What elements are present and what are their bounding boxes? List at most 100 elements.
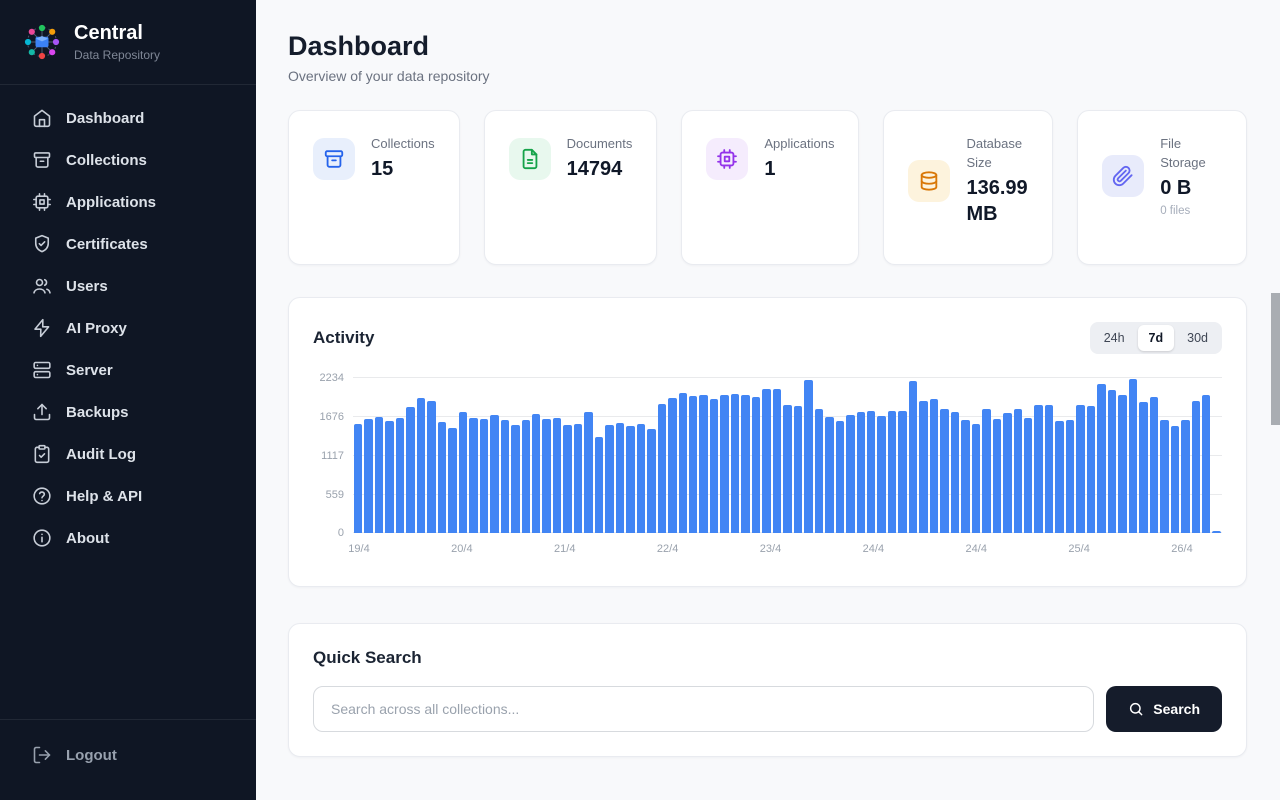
brand: Central Data Repository: [0, 0, 256, 85]
sidebar-item-backups[interactable]: Backups: [0, 391, 256, 433]
sidebar-item-label: Dashboard: [66, 109, 145, 127]
info-icon: [32, 528, 52, 548]
help-circle-icon: [32, 486, 52, 506]
x-tick: 23/4: [759, 543, 782, 556]
activity-bar: [1160, 420, 1169, 534]
x-axis: 19/4 20/4 21/4 22/4 23/4 24/4 24/4 25/4 26/4: [348, 543, 1192, 558]
activity-bar: [437, 422, 447, 534]
server-icon: [32, 360, 52, 380]
activity-bar: [563, 425, 572, 534]
sidebar-item-help-api[interactable]: Help & API: [0, 475, 256, 517]
sidebar-item-dashboard[interactable]: Dashboard: [0, 97, 256, 139]
activity-bar: [511, 424, 520, 534]
x-tick: 20/4: [451, 543, 473, 556]
page-title: Dashboard: [288, 31, 430, 61]
sidebar: Central Data Repository Dashboard Collect…: [0, 0, 256, 800]
activity-bar: [1097, 384, 1106, 534]
cpu-icon: [706, 137, 749, 180]
scrollbar-thumb[interactable]: [1271, 293, 1280, 425]
search-button-label: Search: [1153, 701, 1200, 718]
users-icon: [32, 276, 52, 296]
activity-bar: [783, 404, 792, 534]
sidebar-nav: Dashboard Collections Applications Certific…: [0, 85, 256, 719]
activity-bar: [1191, 401, 1200, 534]
stat-sub: 0 files: [1160, 205, 1191, 218]
activity-bar: [908, 380, 918, 534]
activity-bar: [385, 420, 394, 534]
page-subtitle: Overview of your data repository: [288, 68, 490, 85]
sidebar-item-audit-log[interactable]: Audit Log: [0, 433, 256, 475]
activity-bar: [919, 400, 928, 534]
activity-title: Activity: [313, 328, 375, 348]
stat-card-file-storage: File Storage 0 B 0 files: [1077, 110, 1247, 266]
sidebar-item-label: Help & API: [66, 487, 143, 505]
activity-bar: [605, 425, 614, 534]
x-tick: 24/4: [862, 543, 885, 556]
activity-bar: [950, 411, 960, 534]
activity-bar: [877, 416, 886, 534]
activity-bar: [1076, 405, 1085, 534]
activity-bar: [542, 418, 551, 534]
activity-bar: [1086, 406, 1096, 534]
stat-value: 0 B: [1160, 177, 1192, 200]
sidebar-item-certificates[interactable]: Certificates: [0, 223, 256, 265]
activity-bar: [668, 398, 677, 534]
activity-bar: [720, 394, 729, 534]
sidebar-item-users[interactable]: Users: [0, 265, 256, 307]
bar-series: [353, 378, 1222, 534]
stat-label: Database Size: [966, 136, 1023, 171]
stat-label: File Storage: [1160, 136, 1206, 171]
shield-check-icon: [32, 234, 52, 254]
sidebar-item-collections[interactable]: Collections: [0, 139, 256, 181]
x-tick: 25/4: [1068, 543, 1090, 556]
sidebar-item-about[interactable]: About: [0, 517, 256, 559]
activity-bar: [678, 392, 687, 534]
search-input[interactable]: [313, 686, 1095, 733]
activity-chart: [353, 377, 1222, 534]
y-tick: 2234: [319, 372, 344, 385]
y-tick: 1117: [321, 449, 344, 462]
activity-bar: [1044, 405, 1054, 534]
app-subtitle: Data Repository: [74, 48, 161, 62]
sidebar-item-applications[interactable]: Applications: [0, 181, 256, 223]
range-24h[interactable]: 24h: [1093, 325, 1136, 351]
activity-bar: [992, 418, 1002, 534]
activity-bar: [1003, 412, 1012, 534]
activity-bar: [458, 411, 468, 534]
zap-icon: [32, 318, 52, 338]
x-tick: 24/4: [965, 543, 987, 556]
sidebar-item-server[interactable]: Server: [0, 349, 256, 391]
activity-bar: [866, 410, 876, 534]
activity-bar: [490, 415, 499, 534]
sidebar-item-label: Certificates: [66, 235, 148, 253]
app-logo-icon: [22, 22, 62, 62]
activity-bar: [615, 423, 625, 534]
activity-bar: [479, 418, 489, 534]
logout-button[interactable]: Logout: [0, 734, 256, 776]
time-range-toggle: 24h 7d 30d: [1089, 322, 1222, 355]
activity-bar: [971, 423, 981, 534]
activity-bar: [804, 380, 813, 534]
cpu-icon: [32, 192, 52, 212]
activity-bar: [594, 436, 604, 534]
activity-bar: [825, 416, 834, 534]
stat-card-database-size: Database Size 136.99 MB: [883, 110, 1054, 266]
range-30d[interactable]: 30d: [1176, 325, 1219, 351]
range-7d[interactable]: 7d: [1137, 325, 1175, 352]
activity-bar: [500, 419, 510, 534]
activity-bar: [647, 428, 656, 534]
stat-label: Applications: [764, 136, 835, 152]
sidebar-item-ai-proxy[interactable]: AI Proxy: [0, 307, 256, 349]
archive-icon: [32, 150, 52, 170]
activity-bar: [374, 416, 384, 534]
activity-bar: [699, 394, 708, 534]
stat-card-applications: Applications 1: [681, 110, 860, 266]
activity-bar: [1055, 421, 1064, 534]
activity-bar: [1212, 531, 1221, 534]
search-button[interactable]: Search: [1106, 686, 1222, 733]
home-icon: [32, 108, 52, 128]
activity-bar: [689, 395, 698, 534]
sidebar-item-label: Server: [66, 361, 113, 379]
paperclip-icon: [1102, 155, 1145, 198]
quick-search-card: Quick Search Search: [288, 623, 1247, 758]
